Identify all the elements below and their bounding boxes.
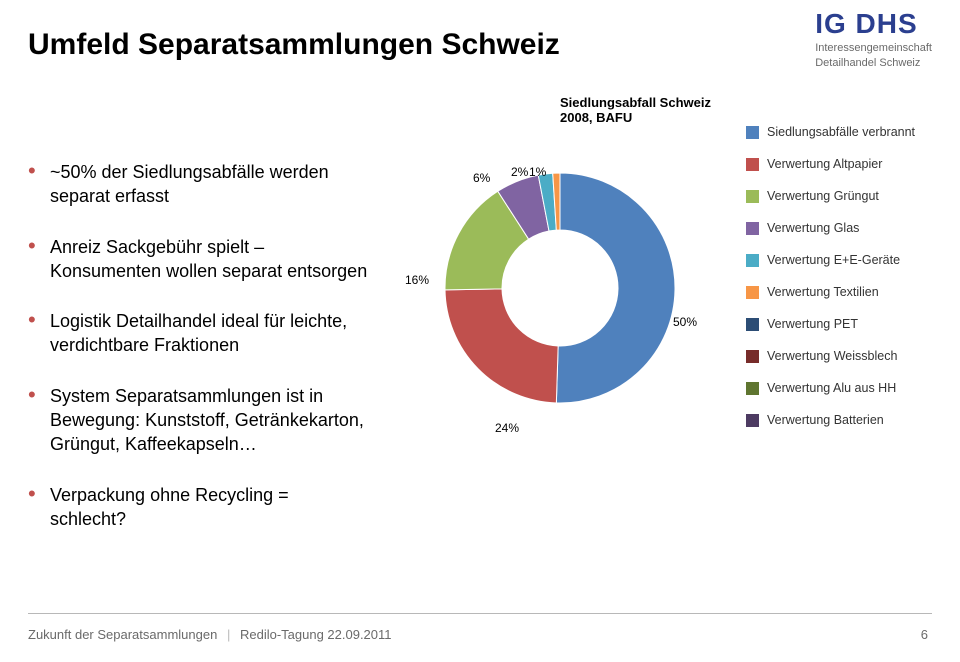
bullet-item: System Separatsammlungen ist in Bewegung… [28,384,368,457]
legend-swatch [746,286,759,299]
footer-separator: | [227,627,230,642]
slice-label: 1% [529,165,546,179]
legend-swatch [746,254,759,267]
legend-label: Verwertung Grüngut [767,189,879,203]
chart-area: Siedlungsabfall Schweiz 2008, BAFU 50% 24… [395,95,735,463]
legend-item: Verwertung Alu aus HH [746,381,936,395]
chart-title: Siedlungsabfall Schweiz 2008, BAFU [560,95,735,125]
donut-slice [556,173,675,403]
legend-swatch [746,158,759,171]
legend-swatch [746,318,759,331]
footer-left: Zukunft der Separatsammlungen | Redilo-T… [28,627,392,642]
legend-label: Verwertung Weissblech [767,349,897,363]
legend-label: Verwertung E+E-Geräte [767,253,900,267]
logo-block: IG DHS Interessengemeinschaft Detailhand… [815,8,932,70]
slice-label: 24% [495,421,519,435]
page-title: Umfeld Separatsammlungen Schweiz [28,28,560,62]
slice-label: 2% [511,165,528,179]
legend-label: Verwertung PET [767,317,858,331]
slice-label: 50% [673,315,697,329]
legend-label: Verwertung Batterien [767,413,884,427]
footer-text-2: Redilo-Tagung 22.09.2011 [240,627,392,642]
legend-label: Verwertung Altpapier [767,157,882,171]
legend-item: Siedlungsabfälle verbrannt [746,125,936,139]
legend-label: Siedlungsabfälle verbrannt [767,125,915,139]
legend-swatch [746,414,759,427]
page-number: 6 [921,627,928,642]
bullet-list: ~50% der Siedlungsabfälle werden separat… [28,160,368,557]
bullet-item: ~50% der Siedlungsabfälle werden separat… [28,160,368,209]
slide: IG DHS Interessengemeinschaft Detailhand… [0,0,960,662]
donut-svg [435,163,685,413]
legend-swatch [746,190,759,203]
bullet-item: Anreiz Sackgebühr spielt – Konsumenten w… [28,235,368,284]
legend-swatch [746,222,759,235]
legend-swatch [746,382,759,395]
footer-rule [28,613,932,614]
footer-text-1: Zukunft der Separatsammlungen [28,627,217,642]
legend-label: Verwertung Textilien [767,285,879,299]
legend-swatch [746,350,759,363]
legend-item: Verwertung E+E-Geräte [746,253,936,267]
chart-legend: Siedlungsabfälle verbrannt Verwertung Alt… [746,125,936,445]
donut-slice [445,289,558,403]
legend-item: Verwertung PET [746,317,936,331]
legend-label: Verwertung Glas [767,221,859,235]
legend-item: Verwertung Altpapier [746,157,936,171]
bullet-item: Logistik Detailhandel ideal für leichte,… [28,309,368,358]
legend-item: Verwertung Grüngut [746,189,936,203]
logo-subline-1: Interessengemeinschaft [815,42,932,55]
donut-chart: 50% 24% 16% 6% 2%1% [395,143,705,463]
legend-label: Verwertung Alu aus HH [767,381,896,395]
logo-brand: IG DHS [815,8,932,40]
bullet-item: Verpackung ohne Recycling = schlecht? [28,483,368,532]
legend-item: Verwertung Glas [746,221,936,235]
legend-item: Verwertung Weissblech [746,349,936,363]
legend-swatch [746,126,759,139]
logo-subline-2: Detailhandel Schweiz [815,57,932,70]
legend-item: Verwertung Textilien [746,285,936,299]
legend-item: Verwertung Batterien [746,413,936,427]
slice-label: 6% [473,171,490,185]
slice-label: 16% [405,273,429,287]
